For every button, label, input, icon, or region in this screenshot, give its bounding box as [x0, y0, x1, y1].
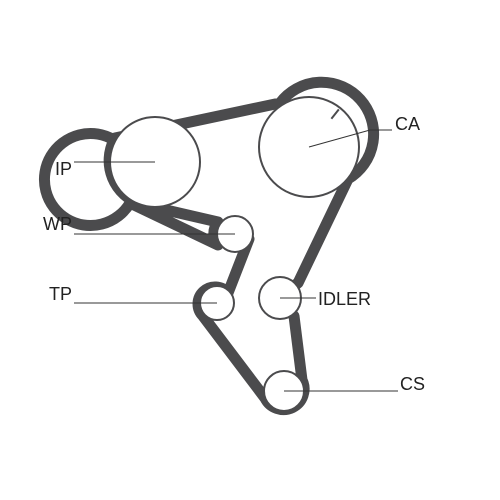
label-ip: IP [55, 159, 72, 179]
label-cs: CS [400, 374, 425, 394]
label-wp: WP [43, 214, 72, 234]
belt-diagram: IP CA WP TP IDLER CS [0, 0, 500, 500]
label-idler: IDLER [318, 289, 371, 309]
label-ca: CA [395, 114, 420, 134]
label-tp: TP [49, 284, 72, 304]
